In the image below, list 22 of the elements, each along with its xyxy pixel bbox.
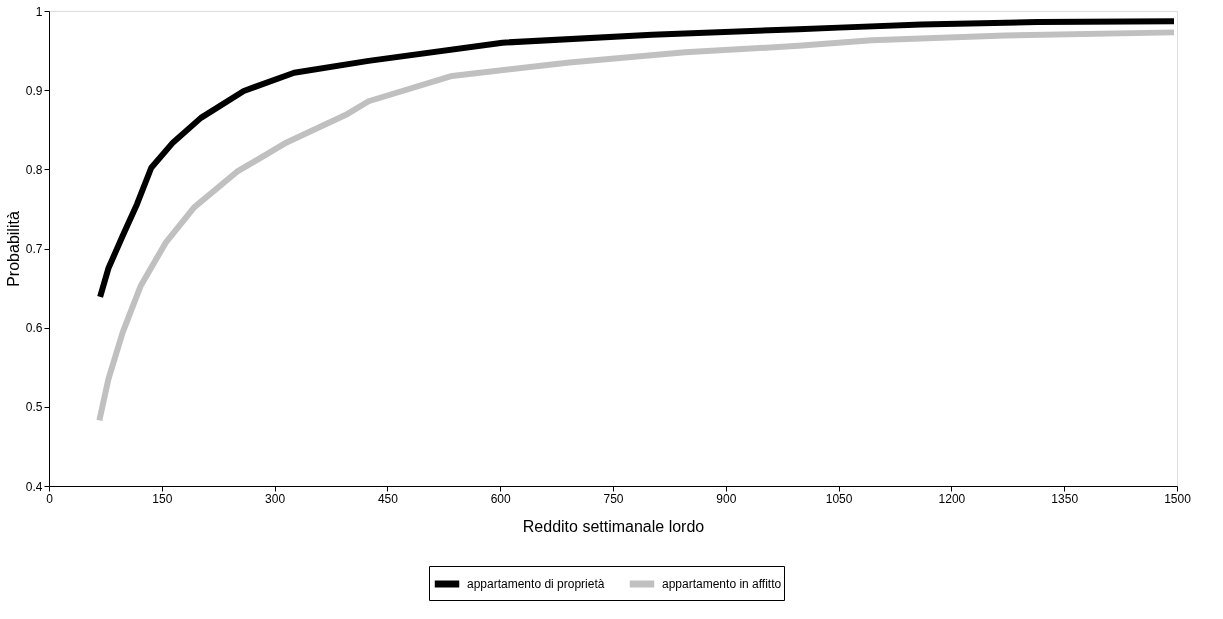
x-tick-label: 600 <box>490 491 512 506</box>
x-tick-label: 150 <box>152 491 173 506</box>
y-tick-label: 1 <box>35 4 43 19</box>
y-axis-title: Probabilità <box>4 211 22 287</box>
y-tick-label: 0.9 <box>25 83 43 98</box>
y-tick-label: 0.6 <box>25 321 43 336</box>
y-tick-label: 0.7 <box>25 242 43 256</box>
y-tick-label: 0.8 <box>25 162 43 177</box>
x-tick-label: 750 <box>603 491 624 506</box>
legend-label: appartamento in affitto <box>662 577 782 591</box>
x-tick-label: 1500 <box>1164 491 1192 506</box>
legend-label: appartamento di proprietà <box>467 577 605 591</box>
y-tick-label: 0.4 <box>25 479 43 494</box>
x-tick-label: 1050 <box>825 491 853 506</box>
x-axis-title: Reddito settimanale lordo <box>522 517 705 535</box>
x-tick-label: 300 <box>265 491 286 506</box>
y-tick-label: 0.5 <box>25 400 43 415</box>
x-tick-label: 450 <box>377 491 399 506</box>
x-tick-label: 1200 <box>938 491 966 506</box>
x-tick-label: 0 <box>46 491 54 506</box>
x-tick-label: 1350 <box>1051 491 1079 506</box>
x-tick-label: 900 <box>716 491 737 506</box>
